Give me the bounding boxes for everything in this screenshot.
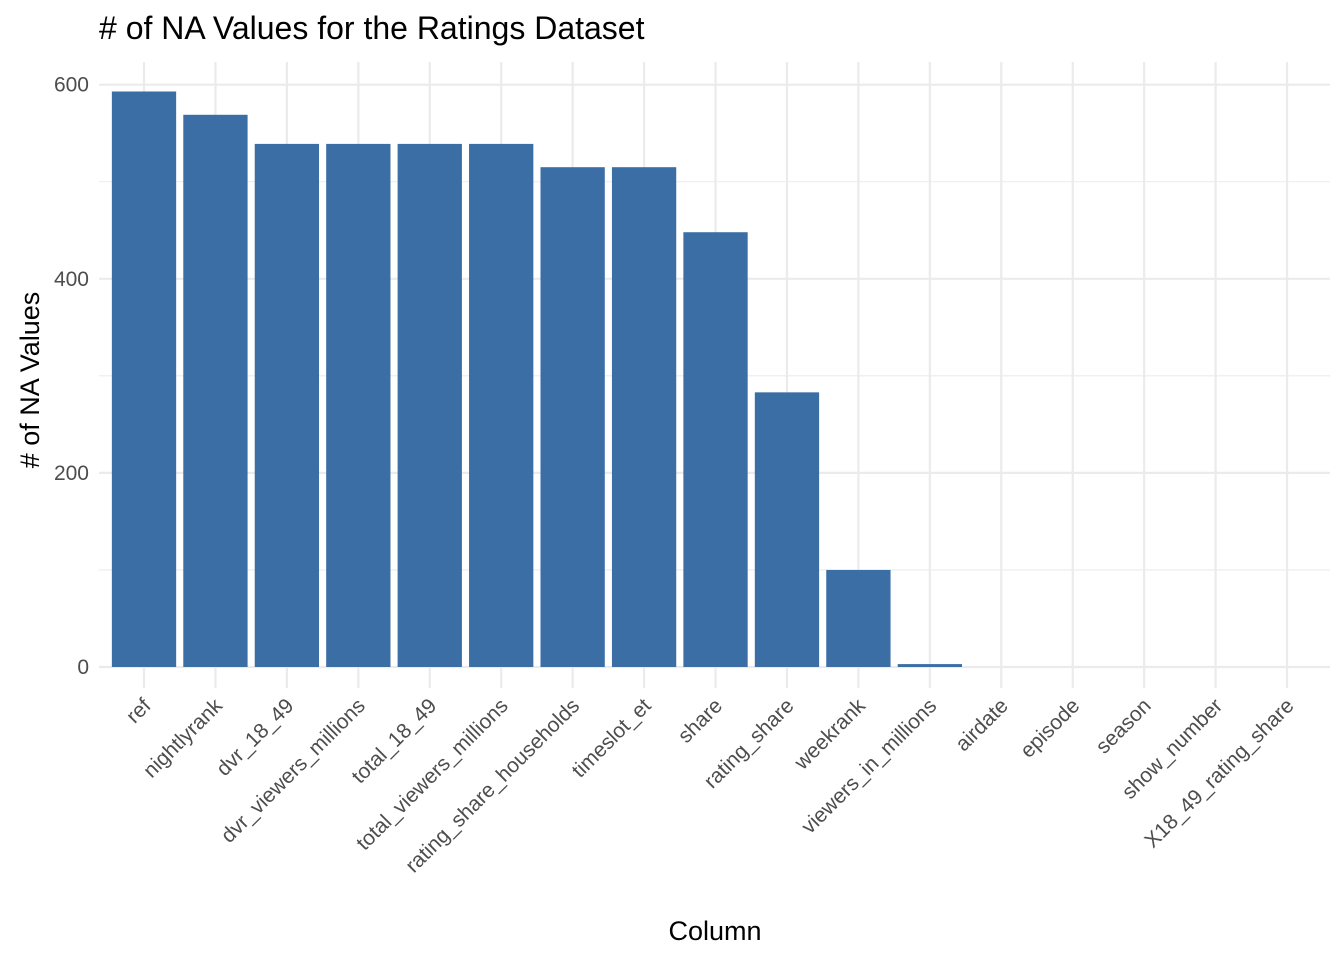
bar xyxy=(611,167,677,667)
x-axis-title: Column xyxy=(668,916,761,946)
bar xyxy=(683,232,748,667)
x-tick-label: season xyxy=(1092,694,1156,758)
x-tick-label: share xyxy=(674,694,727,747)
x-tick-label: viewers_in_millions xyxy=(797,694,941,838)
bar xyxy=(897,664,962,667)
x-tick-label: episode xyxy=(1016,694,1084,762)
bars xyxy=(111,91,962,667)
bar xyxy=(826,569,891,667)
y-tick-label: 400 xyxy=(54,268,89,291)
bar xyxy=(397,143,462,667)
bar xyxy=(254,143,320,667)
bar xyxy=(469,143,534,667)
chart-title: # of NA Values for the Ratings Dataset xyxy=(99,10,645,46)
bar xyxy=(111,91,177,667)
bar xyxy=(183,114,248,667)
y-axis-title: # of NA Values xyxy=(15,292,45,469)
x-tick-label: airdate xyxy=(951,694,1013,756)
y-tick-label: 200 xyxy=(54,462,89,485)
y-tick-labels: 0 200 400 600 xyxy=(54,74,89,679)
bar xyxy=(326,143,391,667)
bar xyxy=(540,167,605,667)
bar xyxy=(754,392,820,667)
x-tick-labels: refnightlyrankdvr_18_49dvr_viewers_milli… xyxy=(122,694,1299,877)
y-tick-label: 600 xyxy=(54,74,89,97)
x-tick-label: dvr_viewers_millions xyxy=(217,694,370,847)
y-tick-label: 0 xyxy=(77,656,89,679)
x-tick-label: ref xyxy=(122,694,156,728)
